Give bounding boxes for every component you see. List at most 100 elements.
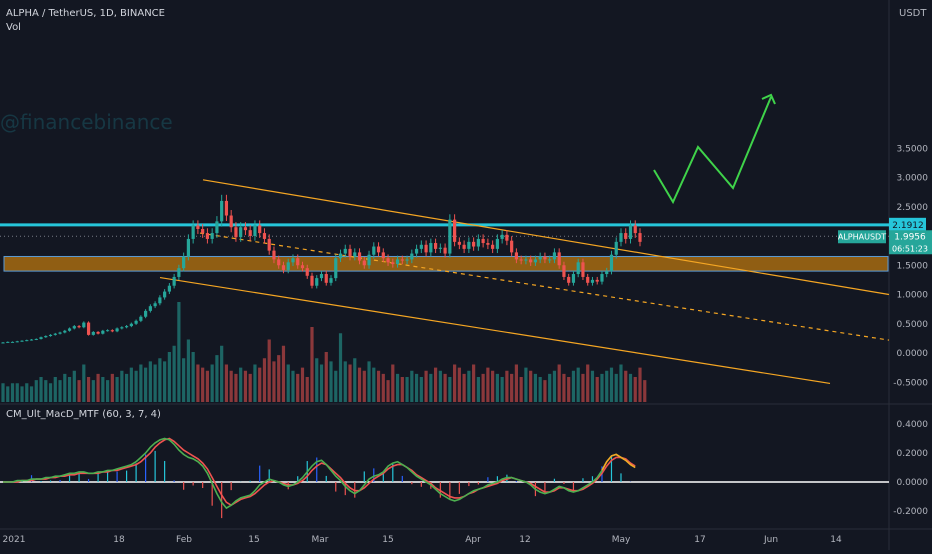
volume-bar bbox=[291, 370, 295, 402]
candle-body bbox=[48, 334, 53, 337]
volume-bar bbox=[476, 377, 480, 402]
time-tick-label: 18 bbox=[113, 535, 125, 545]
volume-bar bbox=[391, 364, 395, 402]
volume-bar bbox=[144, 367, 148, 402]
candle-body bbox=[67, 328, 72, 331]
volume-bar bbox=[110, 373, 114, 402]
candle-body bbox=[548, 259, 552, 261]
candle-body bbox=[376, 246, 381, 253]
macd-tick-label: 0.0000 bbox=[897, 478, 929, 488]
volume-bar bbox=[486, 367, 490, 402]
volume-bar bbox=[201, 367, 205, 402]
candle-body bbox=[395, 259, 400, 265]
volume-bar bbox=[91, 380, 95, 402]
volume-bar bbox=[258, 367, 262, 402]
candle-body bbox=[58, 332, 62, 334]
volume-bar bbox=[619, 364, 623, 402]
volume-bar bbox=[39, 377, 43, 402]
candle-body bbox=[281, 265, 286, 270]
candle-body bbox=[300, 265, 305, 269]
support-zone bbox=[3, 255, 889, 272]
candle-body bbox=[414, 248, 419, 254]
candle-body bbox=[134, 320, 138, 324]
volume-bar bbox=[353, 358, 357, 402]
candle-body bbox=[362, 260, 366, 266]
countdown-label: 06:51:23 bbox=[892, 244, 928, 253]
candle-body bbox=[253, 225, 257, 236]
candle-body bbox=[609, 254, 614, 272]
volume-bar bbox=[491, 370, 495, 402]
candle-body bbox=[405, 259, 409, 261]
candle-body bbox=[386, 258, 390, 263]
volume-bar bbox=[357, 367, 362, 402]
volume-bar bbox=[438, 370, 442, 402]
time-tick-label: May bbox=[612, 535, 631, 545]
channel-midline bbox=[199, 232, 890, 341]
time-tick-label: 12 bbox=[519, 535, 530, 545]
candle-body bbox=[467, 241, 471, 249]
candle-body bbox=[310, 275, 314, 286]
candle-body bbox=[15, 341, 19, 343]
volume-label: Vol bbox=[6, 22, 21, 33]
volume-bar bbox=[182, 358, 186, 402]
time-tick-label: Jun bbox=[763, 535, 778, 545]
volume-bar bbox=[334, 370, 338, 402]
volume-bar bbox=[77, 380, 81, 402]
macd-tick-label: 0.4000 bbox=[897, 420, 929, 430]
watermark: @financebinance bbox=[0, 110, 173, 134]
volume-bar bbox=[367, 361, 371, 402]
volume-bar bbox=[467, 370, 471, 402]
volume-bar bbox=[576, 367, 580, 402]
candle-body bbox=[205, 233, 210, 239]
candle-body bbox=[500, 234, 504, 239]
price-tick-label: -0.5000 bbox=[893, 378, 928, 388]
volume-bar bbox=[20, 386, 24, 402]
volume-bar bbox=[472, 364, 476, 402]
candle-body bbox=[305, 268, 309, 276]
volume-bar bbox=[224, 364, 229, 402]
candle-body bbox=[495, 238, 499, 249]
price-tick-label: 2.5000 bbox=[897, 203, 929, 213]
candle-body bbox=[581, 262, 585, 277]
candle-body bbox=[343, 248, 347, 254]
candle-body bbox=[562, 265, 566, 277]
candle-body bbox=[529, 259, 533, 263]
volume-bar bbox=[581, 373, 585, 402]
volume-bar bbox=[595, 377, 599, 402]
volume-bar bbox=[300, 367, 305, 402]
volume-bar bbox=[609, 367, 614, 402]
volume-bar bbox=[395, 373, 400, 402]
volume-bar bbox=[481, 373, 485, 402]
time-tick-label: Feb bbox=[176, 535, 192, 545]
volume-bar bbox=[115, 377, 119, 402]
candle-body bbox=[163, 291, 167, 298]
time-tick-label: Apr bbox=[465, 535, 481, 545]
candle-body bbox=[571, 274, 576, 283]
symbol-title: ALPHA / TetherUS, 1D, BINANCE bbox=[6, 8, 165, 19]
volume-bar bbox=[362, 370, 366, 402]
candle-body bbox=[39, 337, 43, 339]
volume-bar bbox=[319, 364, 324, 402]
volume-bar bbox=[48, 383, 53, 402]
candle-body bbox=[191, 225, 195, 239]
candle-body bbox=[186, 238, 190, 257]
volume-bar bbox=[172, 345, 176, 402]
candle-body bbox=[86, 322, 91, 335]
candle-body bbox=[424, 244, 428, 253]
volume-bar bbox=[248, 373, 252, 402]
candle-body bbox=[177, 268, 181, 277]
candle-body bbox=[533, 259, 538, 263]
volume-bar bbox=[239, 367, 243, 402]
volume-bar bbox=[376, 370, 381, 402]
candle-body bbox=[567, 276, 571, 283]
candle-body bbox=[82, 322, 86, 328]
volume-bar bbox=[272, 361, 276, 402]
candle-body bbox=[400, 259, 404, 261]
candle-body bbox=[443, 247, 447, 254]
last-price-label: 1.9956 bbox=[894, 232, 926, 242]
candle-body bbox=[77, 326, 81, 328]
candle-body bbox=[391, 262, 395, 265]
volume-bar bbox=[633, 377, 637, 402]
volume-bar bbox=[262, 358, 267, 402]
